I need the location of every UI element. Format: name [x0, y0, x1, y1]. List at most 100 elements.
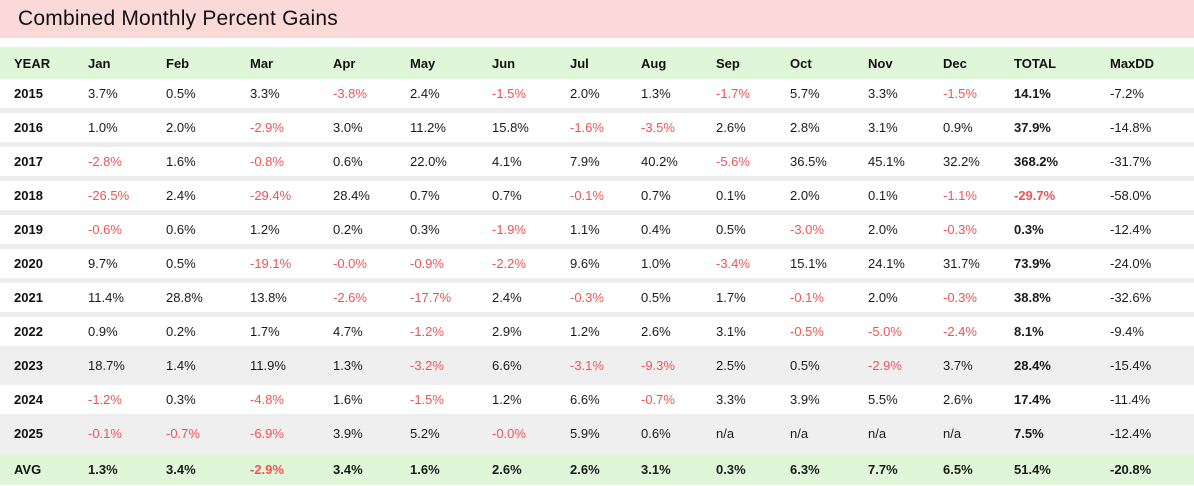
- total-cell: 17.4%: [1000, 382, 1096, 419]
- month-cell: 2.4%: [152, 178, 236, 215]
- month-cell: -5.6%: [702, 144, 776, 181]
- month-cell: -5.0%: [854, 314, 929, 351]
- month-cell: 36.5%: [776, 144, 854, 181]
- month-cell: 2.8%: [776, 110, 854, 147]
- month-cell: 0.2%: [319, 212, 396, 249]
- month-cell: 1.6%: [396, 450, 478, 485]
- month-cell: 0.7%: [396, 178, 478, 215]
- month-cell: 3.7%: [74, 79, 152, 113]
- maxdd-cell: -58.0%: [1096, 178, 1194, 215]
- table-row: 2018 -26.5% 2.4% -29.4% 28.4% 0.7% 0.7% -0.1% 0.…: [0, 178, 1194, 215]
- month-cell: -0.3%: [556, 280, 627, 317]
- month-cell: 0.5%: [152, 79, 236, 113]
- month-cell: 0.9%: [74, 314, 152, 351]
- total-cell: 38.8%: [1000, 280, 1096, 317]
- table-row: 2021 11.4% 28.8% 13.8% -2.6% -17.7% 2.4% -0.3% 0…: [0, 280, 1194, 317]
- month-cell: -2.4%: [929, 314, 1000, 351]
- month-cell: 11.2%: [396, 110, 478, 147]
- maxdd-cell: -12.4%: [1096, 212, 1194, 249]
- month-cell: 3.1%: [627, 450, 702, 485]
- month-cell: 0.3%: [396, 212, 478, 249]
- total-cell: 28.4%: [1000, 348, 1096, 385]
- month-cell: 0.6%: [319, 144, 396, 181]
- month-cell: 2.5%: [702, 348, 776, 385]
- month-cell: -0.3%: [929, 212, 1000, 249]
- month-cell: 11.9%: [236, 348, 319, 385]
- month-cell: 0.2%: [152, 314, 236, 351]
- table-row: 2025 -0.1% -0.7% -6.9% 3.9% 5.2% -0.0% 5.9% 0.6%…: [0, 416, 1194, 453]
- month-cell: 32.2%: [929, 144, 1000, 181]
- maxdd-cell: -24.0%: [1096, 246, 1194, 283]
- month-cell: 1.0%: [627, 246, 702, 283]
- month-cell: 1.7%: [702, 280, 776, 317]
- month-cell: -1.7%: [702, 79, 776, 113]
- total-cell: 73.9%: [1000, 246, 1096, 283]
- table-row: 2015 3.7% 0.5% 3.3% -3.8% 2.4% -1.5% 2.0% 1.3% -1…: [0, 79, 1194, 113]
- month-cell: 2.0%: [776, 178, 854, 215]
- month-cell: 5.2%: [396, 416, 478, 453]
- month-cell: 3.3%: [236, 79, 319, 113]
- month-cell: 0.7%: [627, 178, 702, 215]
- column-header: Sep: [702, 47, 776, 79]
- month-cell: 24.1%: [854, 246, 929, 283]
- month-cell: 40.2%: [627, 144, 702, 181]
- month-cell: -1.2%: [396, 314, 478, 351]
- month-cell: -0.0%: [319, 246, 396, 283]
- column-header: Jul: [556, 47, 627, 79]
- month-cell: 13.8%: [236, 280, 319, 317]
- month-cell: 1.3%: [627, 79, 702, 113]
- month-cell: 2.0%: [152, 110, 236, 147]
- maxdd-cell: -12.4%: [1096, 416, 1194, 453]
- month-cell: n/a: [776, 416, 854, 453]
- month-cell: -2.8%: [74, 144, 152, 181]
- month-cell: 2.6%: [627, 314, 702, 351]
- column-header: Oct: [776, 47, 854, 79]
- month-cell: 1.2%: [478, 382, 556, 419]
- month-cell: -26.5%: [74, 178, 152, 215]
- month-cell: 3.1%: [854, 110, 929, 147]
- month-cell: 5.9%: [556, 416, 627, 453]
- column-header: Jan: [74, 47, 152, 79]
- month-cell: 45.1%: [854, 144, 929, 181]
- month-cell: 6.6%: [478, 348, 556, 385]
- month-cell: 0.6%: [152, 212, 236, 249]
- table-row: 2024 -1.2% 0.3% -4.8% 1.6% -1.5% 1.2% 6.6% -0.7%…: [0, 382, 1194, 419]
- month-cell: 6.6%: [556, 382, 627, 419]
- year-cell: 2016: [0, 110, 74, 147]
- month-cell: -3.1%: [556, 348, 627, 385]
- month-cell: -0.7%: [627, 382, 702, 419]
- year-cell: 2022: [0, 314, 74, 351]
- month-cell: 3.7%: [929, 348, 1000, 385]
- month-cell: 1.1%: [556, 212, 627, 249]
- month-cell: -0.7%: [152, 416, 236, 453]
- total-cell: 51.4%: [1000, 450, 1096, 485]
- column-header: Jun: [478, 47, 556, 79]
- month-cell: 1.0%: [74, 110, 152, 147]
- header-row: YEAR Jan Feb Mar Apr May Jun Jul Aug Sep Oct Nov Dec…: [0, 47, 1194, 79]
- month-cell: 18.7%: [74, 348, 152, 385]
- table-body: 2015 3.7% 0.5% 3.3% -3.8% 2.4% -1.5% 2.0% 1.3% -1…: [0, 79, 1194, 485]
- month-cell: 11.4%: [74, 280, 152, 317]
- month-cell: -0.1%: [556, 178, 627, 215]
- month-cell: 2.6%: [929, 382, 1000, 419]
- month-cell: 2.4%: [478, 280, 556, 317]
- month-cell: -3.5%: [627, 110, 702, 147]
- month-cell: -3.8%: [319, 79, 396, 113]
- column-header: Apr: [319, 47, 396, 79]
- month-cell: -0.8%: [236, 144, 319, 181]
- table-row: 2020 9.7% 0.5% -19.1% -0.0% -0.9% -2.2% 9.6% 1.0…: [0, 246, 1194, 283]
- month-cell: 2.0%: [854, 280, 929, 317]
- year-cell: 2017: [0, 144, 74, 181]
- maxdd-cell: -32.6%: [1096, 280, 1194, 317]
- year-cell: 2019: [0, 212, 74, 249]
- total-cell: 0.3%: [1000, 212, 1096, 249]
- month-cell: -0.1%: [776, 280, 854, 317]
- month-cell: 0.6%: [627, 416, 702, 453]
- month-cell: 1.2%: [236, 212, 319, 249]
- year-cell: 2024: [0, 382, 74, 419]
- column-header: MaxDD: [1096, 47, 1194, 79]
- month-cell: -2.2%: [478, 246, 556, 283]
- month-cell: 2.0%: [556, 79, 627, 113]
- monthly-gains-table: YEAR Jan Feb Mar Apr May Jun Jul Aug Sep Oct Nov Dec…: [0, 47, 1194, 485]
- maxdd-cell: -7.2%: [1096, 79, 1194, 113]
